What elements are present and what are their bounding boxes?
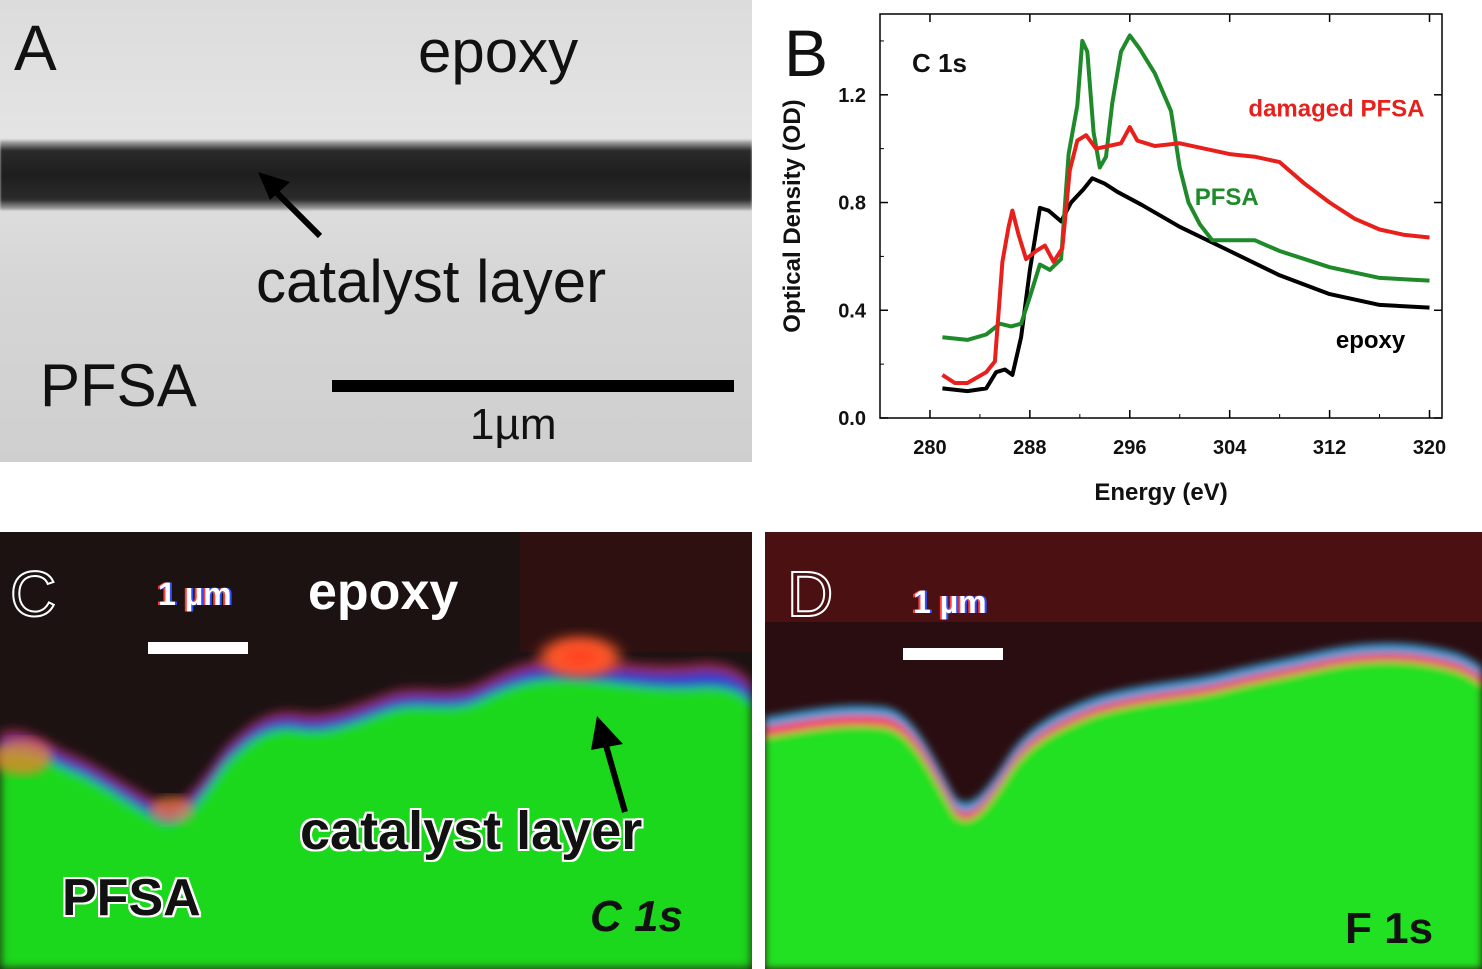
y-tick-label: 0.4 bbox=[838, 300, 867, 322]
y-tick-label: 0.8 bbox=[838, 193, 866, 215]
panel-a-tem-image: A epoxy catalyst layer PFSA 1µm bbox=[0, 0, 752, 462]
panel-d-scale-bar bbox=[903, 648, 1003, 660]
plot-frame bbox=[879, 13, 1443, 419]
panel-c-map-image bbox=[0, 532, 752, 969]
series-label: epoxy bbox=[1336, 327, 1406, 354]
y-axis-label: Optical Density (OD) bbox=[779, 99, 806, 332]
series-label: damaged PFSA bbox=[1248, 95, 1424, 122]
x-tick-label: 320 bbox=[1413, 437, 1446, 459]
x-tick-label: 288 bbox=[1013, 437, 1046, 459]
spectra-chart: 280 288 296 304 312 320 0.0 0.4 0.8 1.2 Energy (eV… bbox=[779, 13, 1446, 506]
panel-c-letter: C bbox=[9, 558, 57, 630]
x-tick-label: 280 bbox=[913, 437, 946, 459]
series-line-pfsa bbox=[942, 33, 1430, 342]
panel-c-catalyst-label: catalyst layer bbox=[300, 801, 643, 861]
panel-d-letter: D bbox=[786, 558, 834, 630]
panel-c-scale-bar bbox=[148, 642, 248, 654]
series-label: PFSA bbox=[1195, 184, 1259, 211]
series-line-epoxy bbox=[942, 176, 1430, 394]
panel-d-edge-label: F 1s bbox=[1345, 904, 1434, 953]
y-tick-label: 0.0 bbox=[838, 408, 866, 430]
catalyst-layer-band bbox=[0, 140, 752, 210]
panel-a-epoxy-label: epoxy bbox=[418, 18, 579, 85]
panel-d-map-image bbox=[765, 532, 1482, 969]
panel-c-epoxy-label: epoxy bbox=[308, 563, 459, 621]
panel-d-f1s-map: D 1 µm F 1s bbox=[765, 532, 1482, 969]
y-tick-label: 1.2 bbox=[838, 85, 866, 107]
x-tick-label: 312 bbox=[1313, 437, 1346, 459]
x-tick-label: 304 bbox=[1213, 437, 1247, 459]
panel-a-letter: A bbox=[14, 12, 57, 84]
panel-b-chart: 280 288 296 304 312 320 0.0 0.4 0.8 1.2 Energy (eV… bbox=[772, 0, 1482, 520]
panel-c-edge-label: C 1s bbox=[590, 892, 683, 941]
series-line-damaged-pfsa bbox=[941, 125, 1430, 385]
panel-a-scale-bar bbox=[332, 380, 734, 392]
panel-c-c1s-map: C 1 µm epoxy catalyst layer PFSA C 1s bbox=[0, 532, 752, 969]
panel-c-scale-label: 1 µm bbox=[158, 576, 232, 612]
panel-c-arrow bbox=[591, 716, 628, 813]
x-tick-label: 296 bbox=[1113, 437, 1146, 459]
panel-b-letter: B bbox=[784, 16, 828, 90]
x-axis-label: Energy (eV) bbox=[1094, 479, 1227, 506]
panel-a-arrow bbox=[258, 172, 323, 239]
chart-annotation: C 1s bbox=[912, 48, 967, 78]
panel-a-scale-label: 1µm bbox=[470, 400, 557, 449]
panel-a-catalyst-label: catalyst layer bbox=[256, 248, 607, 315]
panel-c-pfsa-label: PFSA bbox=[62, 869, 201, 927]
panel-d-scale-label: 1 µm bbox=[913, 584, 987, 620]
panel-a-pfsa-label: PFSA bbox=[40, 352, 197, 419]
